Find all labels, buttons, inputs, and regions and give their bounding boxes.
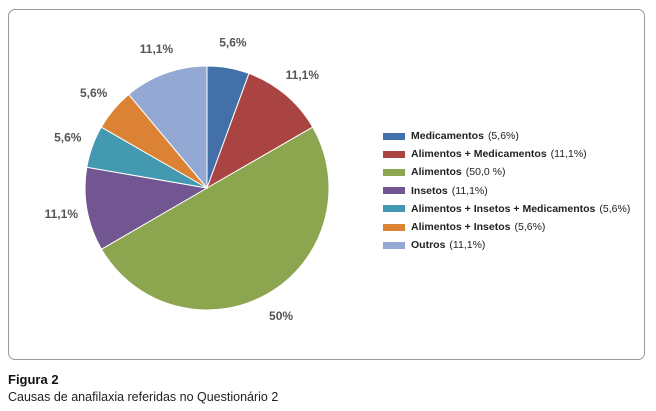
- legend-item: Alimentos + Insetos (5,6%): [383, 218, 630, 236]
- slice-data-label: 11,1%: [286, 68, 320, 82]
- legend-label: Alimentos: [411, 166, 462, 179]
- legend-item: Outros (11,1%): [383, 236, 630, 254]
- slice-data-label: 11,1%: [45, 207, 79, 221]
- legend-item: Insetos (11,1%): [383, 182, 630, 200]
- legend-percent: (5,6%): [514, 221, 546, 234]
- legend-percent: (5,6%): [599, 202, 631, 215]
- figure-title: Figura 2: [8, 372, 59, 387]
- slice-data-label: 5,6%: [80, 86, 108, 100]
- legend-label: Insetos: [411, 184, 448, 197]
- slice-data-label: 5,6%: [54, 131, 82, 145]
- pie-slice: [206, 72, 314, 190]
- legend-percent: (5,6%): [487, 130, 519, 143]
- pie-slice: [100, 126, 330, 311]
- legend-swatch: [383, 132, 405, 140]
- legend-label: Medicamentos: [411, 130, 484, 143]
- slice-data-label: 5,6%: [219, 35, 247, 49]
- legend-percent: (11,1%): [550, 148, 587, 161]
- legend-item: Alimentos + Insetos + Medicamentos (5,6%): [383, 200, 630, 218]
- slice-data-label: 50%: [269, 309, 293, 323]
- legend-swatch: [383, 150, 405, 158]
- slice-data-label: 11,1%: [140, 42, 174, 56]
- legend-swatch: [383, 187, 405, 195]
- legend-percent: (11,1%): [449, 239, 486, 252]
- legend-percent: (50,0 %): [465, 166, 506, 179]
- legend-item: Medicamentos (5,6%): [383, 127, 630, 145]
- legend-label: Outros: [411, 239, 446, 252]
- legend-item: Alimentos (50,0 %): [383, 163, 630, 181]
- legend-swatch: [383, 168, 405, 176]
- legend-swatch: [383, 205, 405, 213]
- legend-swatch: [383, 223, 405, 231]
- pie-slice: [128, 65, 208, 190]
- legend-swatch: [383, 241, 405, 249]
- figure-caption: Causas de anafilaxia referidas no Questi…: [8, 390, 279, 404]
- chart-legend: Medicamentos (5,6%) Alimentos + Medicament…: [383, 127, 630, 254]
- legend-label: Alimentos + Medicamentos: [411, 148, 547, 161]
- legend-label: Alimentos + Insetos: [411, 221, 511, 234]
- legend-percent: (11,1%): [451, 184, 488, 197]
- legend-item: Alimentos + Medicamentos (11,1%): [383, 145, 630, 163]
- pie-slice: [84, 166, 209, 250]
- legend-label: Alimentos + Insetos + Medicamentos: [411, 202, 596, 215]
